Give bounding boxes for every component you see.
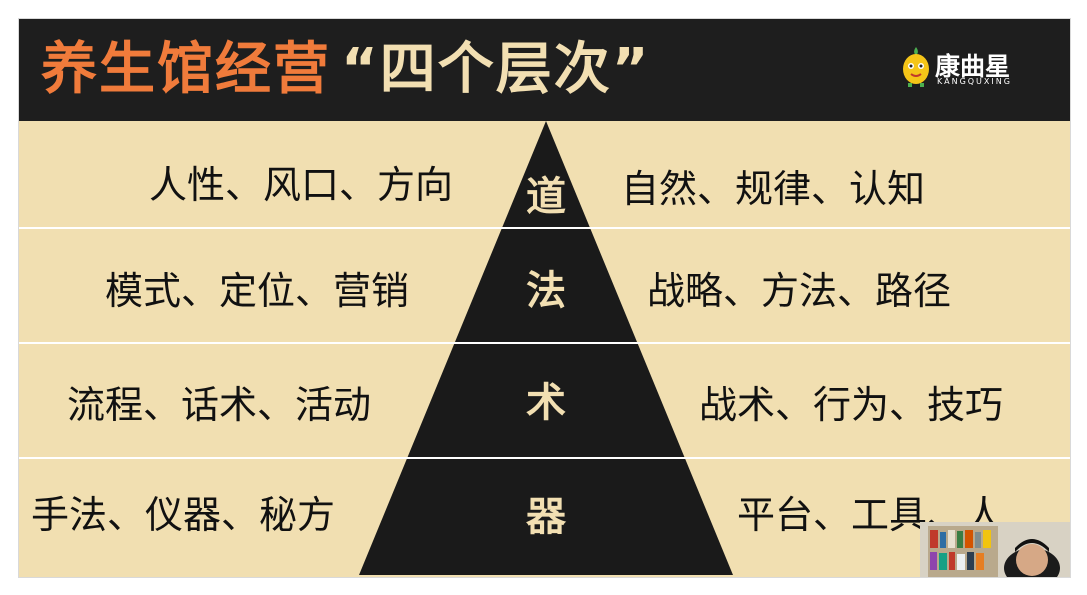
level-2-left-text: 模式、定位、营销: [105, 269, 410, 313]
mascot-icon: [903, 47, 929, 87]
pyramid-shape: [359, 121, 733, 575]
level-1-right-text: 自然、规律、认知: [621, 167, 926, 211]
webcam-feed-image: [920, 522, 1070, 577]
pyramid-graphic: [359, 121, 733, 575]
level-4-left-text: 手法、仪器、秘方: [31, 493, 336, 537]
slide-title-main: 养生馆经营: [41, 37, 331, 102]
webcam-overlay[interactable]: [920, 522, 1070, 577]
row-divider: [19, 227, 1070, 229]
brand-logo: 康曲星 KANGQUXING: [899, 43, 1049, 93]
level-1-char: 道: [526, 174, 566, 220]
logo-subtitle: KANGQUXING: [937, 77, 1012, 86]
row-divider: [19, 457, 1070, 459]
slide-title: 养生馆经营 “四个层次”: [41, 35, 651, 105]
level-3-left-text: 流程、话术、活动: [67, 383, 372, 427]
level-4-char: 器: [526, 494, 566, 540]
row-divider: [19, 342, 1070, 344]
level-1-left-text: 人性、风口、方向: [149, 163, 454, 207]
level-3-right-text: 战术、行为、技巧: [699, 383, 1004, 427]
slide-content: 人性、风口、方向 道 自然、规律、认知 模式、定位、营销 法 战略、方法、路径 …: [19, 121, 1070, 577]
presentation-slide: 养生馆经营 “四个层次” 康曲星 KANGQUXING: [18, 18, 1071, 578]
level-3-char: 术: [526, 380, 566, 426]
level-2-char: 法: [526, 268, 566, 314]
slide-title-quoted: “四个层次”: [341, 37, 651, 102]
logo-name: 康曲星: [935, 52, 1011, 81]
slide-header: 养生馆经营 “四个层次” 康曲星 KANGQUXING: [19, 19, 1070, 121]
level-2-right-text: 战略、方法、路径: [647, 269, 952, 313]
